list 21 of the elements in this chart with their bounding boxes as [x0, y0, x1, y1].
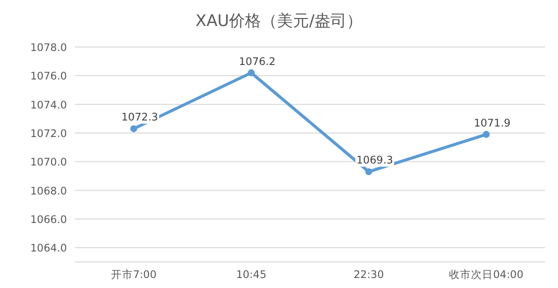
data-label: 1072.3 [121, 112, 158, 124]
y-tick-label: 1072.0 [30, 128, 67, 140]
y-tick-label: 1070.0 [30, 156, 67, 169]
point [365, 168, 372, 176]
y-tick-label: 1064.0 [30, 242, 67, 255]
point [482, 130, 490, 138]
point [248, 69, 255, 76]
y-tick-label: 1066.0 [30, 214, 67, 226]
point [130, 125, 138, 132]
y-tick-label: 1078.0 [30, 42, 67, 54]
x-tick-label: 10:45 [236, 269, 266, 281]
y-tick-label: 1076.0 [30, 70, 67, 83]
x-tick-label: 开市7:00 [110, 268, 157, 281]
y-tick-label: 1068.0 [30, 185, 67, 198]
y-tick-label: 1074.0 [30, 99, 67, 112]
data-label: 1071.9 [474, 117, 511, 130]
x-tick-label: 收市次日04:00 [449, 268, 524, 281]
x-tick-label: 22:30 [354, 269, 384, 281]
chart-title: XAU价格（美元/盎司） [195, 11, 363, 30]
data-label: 1069.3 [356, 154, 394, 167]
data-label: 1076.2 [238, 56, 276, 68]
